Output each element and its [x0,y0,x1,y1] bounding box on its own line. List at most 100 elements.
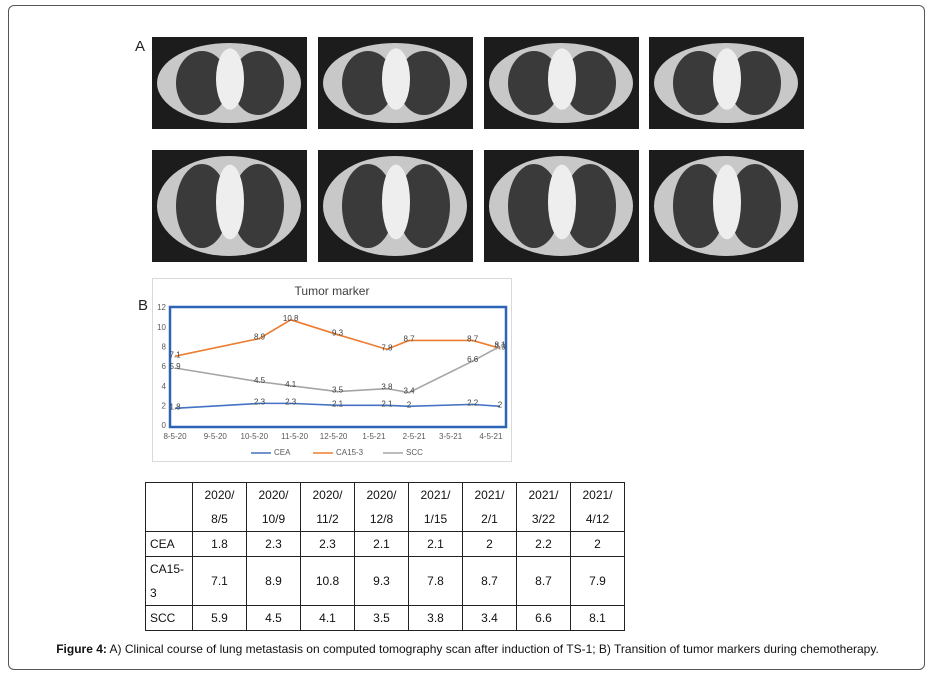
plot-frame [168,305,508,429]
legend-label: SCC [406,448,423,457]
ct-scan-image [649,150,804,262]
panel-label: B [138,297,149,314]
value-cell: 2 [570,531,625,557]
chart: Tumor marker 0 2 4 6 8 10 12 8-5-20 9-5-20 10-5-2… [157,284,508,457]
value-cell: 2.2 [516,531,571,557]
value-cell: 6.6 [516,605,571,631]
data-label: 8.7 [467,335,479,344]
cell-line: 2/1 [481,512,498,526]
header-cell: 2021/3/22 [516,482,571,532]
header-cell: 2020/8/5 [192,482,247,532]
table-row: CA15- 3 7.1 8.9 10.8 9.3 7.8 8.7 8.7 7.9 [145,556,625,606]
value-cell: 2 [462,531,517,557]
header-cell: 2021/4/12 [570,482,625,532]
figure-frame [8,5,925,670]
data-label: 7.8 [381,343,393,352]
data-label: 2.3 [254,397,266,406]
cell-line: 2021/ [582,488,613,502]
chart-title: Tumor marker [295,284,370,298]
header-cell: 2020/11/2 [300,482,355,532]
row-label: CEA [145,531,193,557]
cell-line: 3/22 [531,512,556,526]
table-row: SCC 5.9 4.5 4.1 3.5 3.8 3.4 6.6 8.1 [145,605,625,631]
panel-label: A [135,38,146,55]
y-tick-label: 0 [162,421,167,430]
cell-line: 3 [150,586,157,600]
x-tick-label: 3-5-21 [439,432,463,441]
value-cell: 2.3 [246,531,301,557]
cell-line: 2020/ [366,488,397,502]
ct-scan-image [484,37,639,129]
value-cell: 4.1 [300,605,355,631]
row-label: SCC [145,605,193,631]
caption: Figure 4: A) Clinical course of lung met… [0,642,935,656]
value-cell: 9.3 [354,556,409,606]
value-cell: 2.3 [300,531,355,557]
caption-text: A) Clinical course of lung metastasis on… [106,642,879,656]
y-tick-label: 8 [162,342,167,351]
value-cell: 3.5 [354,605,409,631]
cell-line: 4/12 [585,512,610,526]
x-tick-label: 12-5-20 [320,432,348,441]
data-label: 2.3 [285,397,297,406]
ct-scan [318,150,473,262]
ct-scan-image [318,150,473,262]
ct-scan [318,37,473,129]
caption-label: Figure 4: [56,642,107,656]
data-label: 6.6 [467,355,479,364]
value-cell: 7.8 [408,556,463,606]
value-cell: 2.1 [408,531,463,557]
value-cell: 10.8 [300,556,355,606]
y-tick-label: 10 [157,323,166,332]
cell-line: 2021/ [420,488,451,502]
header-cell: 2021/1/15 [408,482,463,532]
data-label: 7.1 [169,350,181,359]
y-tick-label: 12 [157,303,166,312]
value-cell: 8.7 [516,556,571,606]
ct-scan-image [649,37,804,129]
value-cell: 4.5 [246,605,301,631]
ct-scan-image [484,150,639,262]
x-tick-label: 9-5-20 [204,432,228,441]
cell-line: 1/15 [423,512,448,526]
data-label: 2.1 [332,399,344,408]
data-label: 8.7 [403,335,415,344]
ct-scan [152,37,307,129]
cell-line: CA15- [150,562,185,576]
data-label: 3.4 [403,387,415,396]
data-label: 3.8 [381,383,393,392]
value-cell: 8.1 [570,605,625,631]
ct-scan [649,37,804,129]
ct-scan-image [318,37,473,129]
ct-scan [152,150,307,262]
x-tick-label: 1-5-21 [362,432,386,441]
row-label: CA15- 3 [145,556,193,606]
x-tick-label: 11-5-20 [281,432,309,441]
value-cell: 7.9 [570,556,625,606]
data-label: 8.1 [494,340,506,349]
data-label: 2 [498,400,503,409]
ct-scan [484,37,639,129]
chart-container: Tumor marker 0 2 4 6 8 10 12 8-5-20 9-5-20 10-5-2… [152,278,512,462]
ct-scan-image [152,150,307,262]
ct-scan [649,150,804,262]
data-label: 10.8 [283,314,299,323]
data-label: 8.9 [254,333,266,342]
data-label: 4.5 [254,376,266,385]
value-cell: 7.1 [192,556,247,606]
cell-line: 2020/ [204,488,235,502]
cell-line: 2020/ [258,488,289,502]
data-label: 1.8 [169,402,181,411]
cell-line: 11/2 [316,512,339,526]
data-label: 2.1 [381,399,393,408]
data-label: 9.3 [332,329,344,338]
cell-line: 2021/ [528,488,559,502]
y-tick-label: 4 [162,382,167,391]
header-row: 2020/8/5 2020/10/9 2020/11/2 2020/12/8 2021/… [145,482,625,532]
y-tick-label: 6 [162,362,167,371]
header-cell: 2020/10/9 [246,482,301,532]
value-cell: 5.9 [192,605,247,631]
corner-cell [145,482,193,532]
cell-line: 12/8 [369,512,394,526]
